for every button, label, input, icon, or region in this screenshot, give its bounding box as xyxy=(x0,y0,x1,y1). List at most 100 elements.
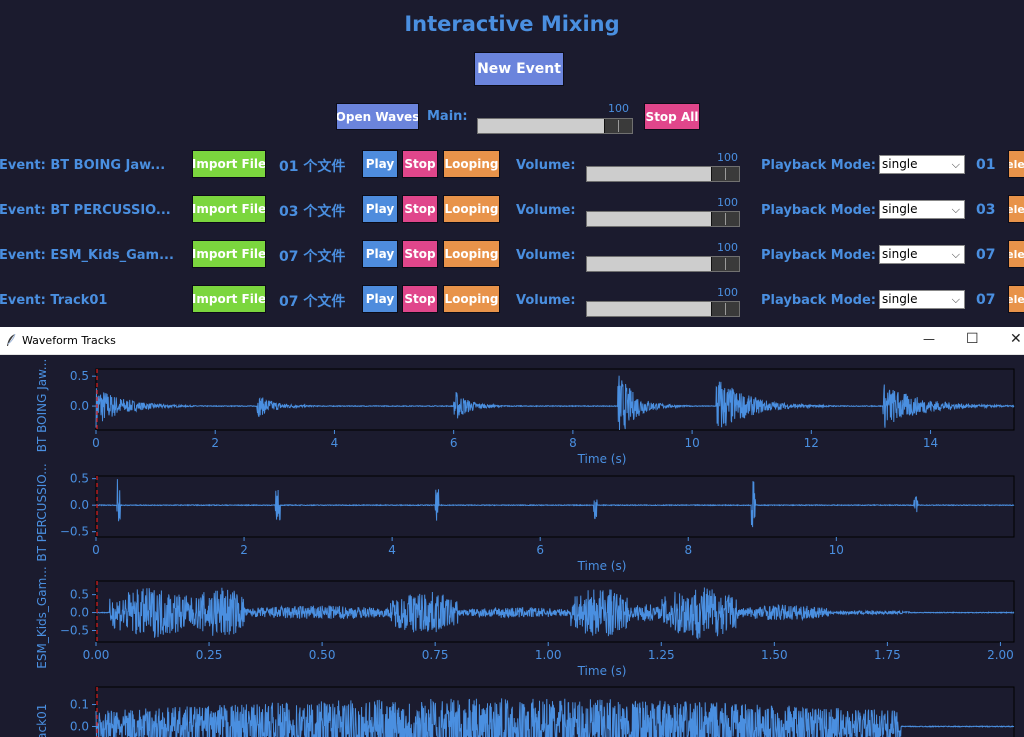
volume-label: Volume: xyxy=(516,158,576,173)
play-button[interactable]: Play xyxy=(362,240,398,268)
looping-button[interactable]: Looping xyxy=(443,240,500,268)
delete-button[interactable]: Delete xyxy=(1008,285,1024,313)
import-file-button[interactable]: Import File xyxy=(192,285,266,313)
maximize-button[interactable]: ☐ xyxy=(966,331,979,347)
playback-mode-value: single xyxy=(882,247,918,261)
event-name: Event: Track01 xyxy=(0,293,108,308)
minimize-button[interactable]: — xyxy=(923,332,935,346)
volume-value: 100 xyxy=(717,151,738,164)
looping-button[interactable]: Looping xyxy=(443,195,500,223)
x-tick-label: 0 xyxy=(92,436,100,450)
playback-mode-value: single xyxy=(882,157,918,171)
event-file-count: 07 xyxy=(976,247,996,263)
x-axis-label: Time (s) xyxy=(577,559,627,573)
y-tick-label: 0.1 xyxy=(70,698,89,712)
playback-mode-select[interactable]: single ⌵ xyxy=(879,245,965,264)
volume-slider[interactable] xyxy=(586,166,740,182)
playback-mode-label: Playback Mode: xyxy=(761,248,876,263)
slider-thumb[interactable] xyxy=(604,119,632,133)
y-tick-label: 0.5 xyxy=(70,472,89,486)
plot-frame xyxy=(95,368,1015,431)
playback-mode-select[interactable]: single ⌵ xyxy=(879,290,965,309)
page-title: Interactive Mixing xyxy=(404,12,620,36)
close-button[interactable]: ✕ xyxy=(1010,331,1022,347)
volume-slider[interactable] xyxy=(586,301,740,317)
volume-value: 100 xyxy=(717,286,738,299)
volume-value: 100 xyxy=(717,196,738,209)
series-line xyxy=(95,587,1015,640)
volume-slider[interactable] xyxy=(586,256,740,272)
event-name: Event: BT PERCUSSIO... xyxy=(0,203,171,218)
x-axis-label: Time (s) xyxy=(577,664,627,678)
playback-mode-value: single xyxy=(882,292,918,306)
x-tick-label: 6 xyxy=(536,543,544,557)
event-file-count: 01 xyxy=(976,157,996,173)
slider-thumb[interactable] xyxy=(711,302,739,316)
y-axis-label: BT BOING Jaw... xyxy=(35,359,49,453)
slider-thumb[interactable] xyxy=(711,212,739,226)
x-tick-label: 0.75 xyxy=(422,648,449,662)
plot-frame xyxy=(95,475,1015,538)
volume-slider[interactable] xyxy=(586,211,740,227)
x-tick-label: 12 xyxy=(804,436,819,450)
x-tick-label: 2 xyxy=(211,436,219,450)
delete-button[interactable]: Delete xyxy=(1008,240,1024,268)
play-button[interactable]: Play xyxy=(362,195,398,223)
x-tick-label: 0.00 xyxy=(83,648,110,662)
x-tick-label: 1.75 xyxy=(874,648,901,662)
open-waves-button[interactable]: Open Waves xyxy=(336,103,419,130)
x-tick-label: 10 xyxy=(829,543,844,557)
import-file-button[interactable]: Import File xyxy=(192,150,266,178)
main-volume-value: 100 xyxy=(608,102,629,115)
x-tick-label: 0.50 xyxy=(309,648,336,662)
x-tick-label: 8 xyxy=(569,436,577,450)
event-file-count: 07 xyxy=(976,292,996,308)
delete-button[interactable]: Delete xyxy=(1008,150,1024,178)
feather-icon xyxy=(7,333,16,346)
playback-mode-label: Playback Mode: xyxy=(761,158,876,173)
playback-mode-select[interactable]: single ⌵ xyxy=(879,155,965,174)
file-count: 03 个文件 xyxy=(279,204,346,220)
y-tick-label: 0.5 xyxy=(70,369,89,383)
stop-button[interactable]: Stop xyxy=(402,150,438,178)
play-button[interactable]: Play xyxy=(362,150,398,178)
x-tick-label: 1.25 xyxy=(648,648,675,662)
volume-value: 100 xyxy=(717,241,738,254)
main-volume-slider[interactable] xyxy=(477,118,633,134)
play-button[interactable]: Play xyxy=(362,285,398,313)
looping-button[interactable]: Looping xyxy=(443,285,500,313)
x-tick-label: 0.25 xyxy=(196,648,223,662)
looping-button[interactable]: Looping xyxy=(443,150,500,178)
stop-button[interactable]: Stop xyxy=(402,195,438,223)
series-line xyxy=(95,375,1015,431)
delete-button[interactable]: Delete xyxy=(1008,195,1024,223)
x-tick-label: 0 xyxy=(92,543,100,557)
playback-mode-select[interactable]: single ⌵ xyxy=(879,200,965,219)
y-tick-label: 0.0 xyxy=(70,498,89,512)
stop-button[interactable]: Stop xyxy=(402,240,438,268)
import-file-button[interactable]: Import File xyxy=(192,240,266,268)
x-tick-label: 4 xyxy=(388,543,396,557)
x-tick-label: 1.50 xyxy=(761,648,788,662)
new-event-button[interactable]: New Event xyxy=(474,52,564,86)
y-tick-label: 0.0 xyxy=(70,606,89,620)
volume-label: Volume: xyxy=(516,203,576,218)
x-tick-label: 10 xyxy=(684,436,699,450)
volume-label: Volume: xyxy=(516,248,576,263)
import-file-button[interactable]: Import File xyxy=(192,195,266,223)
stop-all-button[interactable]: Stop All xyxy=(644,103,700,130)
event-name: Event: BT BOING Jaw... xyxy=(0,158,166,173)
slider-thumb[interactable] xyxy=(711,167,739,181)
slider-thumb[interactable] xyxy=(711,257,739,271)
main-volume-label: Main: xyxy=(427,109,468,124)
window-title: Waveform Tracks xyxy=(22,334,116,347)
file-count: 07 个文件 xyxy=(279,249,346,265)
chevron-down-icon: ⌵ xyxy=(951,158,960,171)
x-tick-label: 2.00 xyxy=(987,648,1014,662)
volume-label: Volume: xyxy=(516,293,576,308)
window-titlebar: Waveform Tracks — ☐ ✕ xyxy=(0,327,1024,355)
stop-button[interactable]: Stop xyxy=(402,285,438,313)
y-axis-label: BT PERCUSSIO... xyxy=(35,463,49,561)
x-tick-label: 1.00 xyxy=(535,648,562,662)
x-axis-label: Time (s) xyxy=(577,452,627,466)
